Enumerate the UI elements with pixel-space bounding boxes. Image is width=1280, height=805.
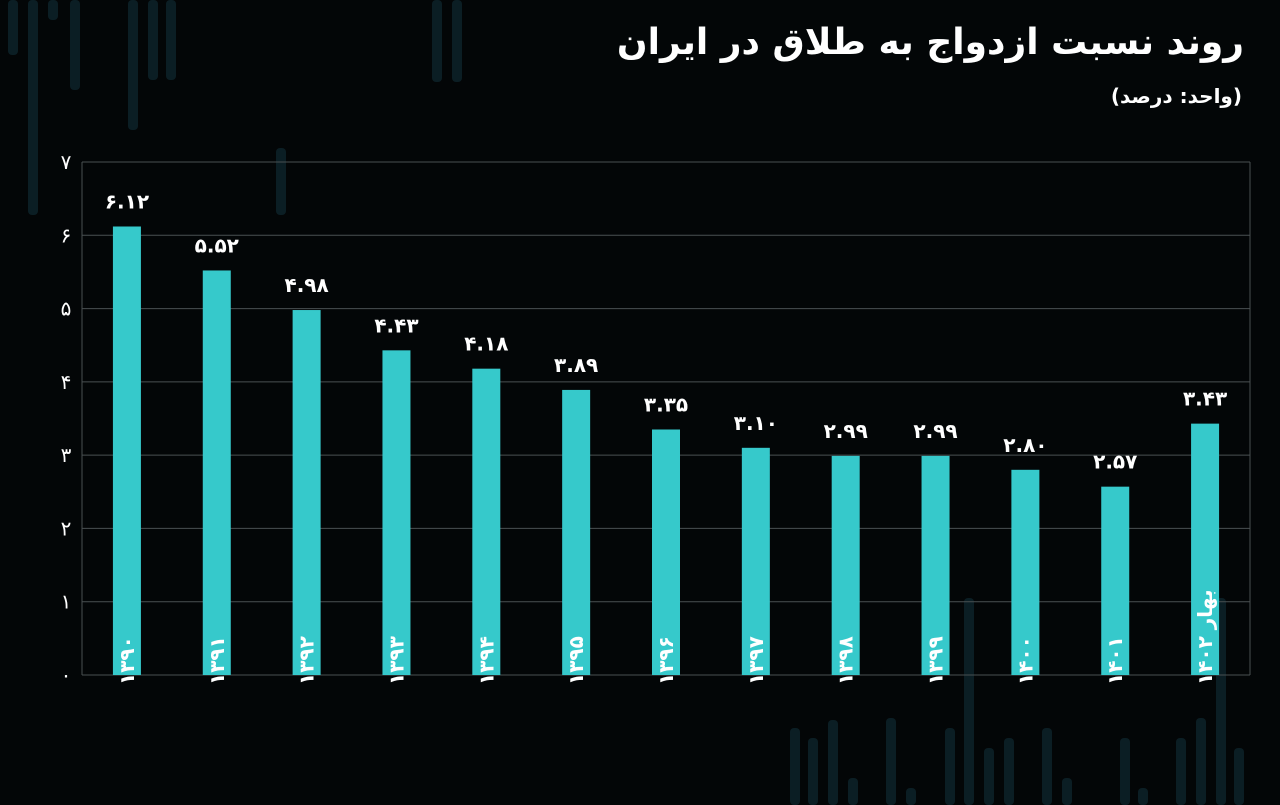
decor-bar xyxy=(984,748,994,805)
decor-bar xyxy=(790,728,800,805)
bar-value-label: ۳.۸۹ xyxy=(554,353,598,377)
y-tick-label: ۴ xyxy=(61,370,72,394)
bar xyxy=(1191,423,1220,675)
decor-bar xyxy=(1120,738,1130,805)
decor-bar xyxy=(1062,778,1072,805)
bar-value-label: ۵.۵۲ xyxy=(195,233,239,257)
decor-bar xyxy=(1196,718,1206,805)
bar-value-label: ۶.۱۲ xyxy=(105,189,149,213)
x-tick-label: ۱۳۹۰ xyxy=(115,636,139,685)
y-tick-label: ۲ xyxy=(61,516,72,540)
decor-bar xyxy=(886,718,896,805)
decor-bar xyxy=(148,0,158,80)
y-tick-label: ۵ xyxy=(61,297,72,321)
x-tick-label: ۱۳۹۴ xyxy=(474,636,498,685)
x-tick-label: ۱۳۹۹ xyxy=(924,636,948,685)
decor-bar xyxy=(432,0,442,82)
decor-bar xyxy=(945,728,955,805)
x-tick-label: ۱۳۹۷ xyxy=(744,636,768,685)
decor-bar xyxy=(276,148,286,215)
y-tick-label: ۳ xyxy=(61,443,72,467)
bar xyxy=(652,429,680,675)
y-tick-label: ۰ xyxy=(61,663,72,687)
x-tick-label: ۱۳۹۸ xyxy=(834,636,858,685)
x-tick-label: ۱۳۹۶ xyxy=(654,636,678,685)
bar xyxy=(472,368,501,675)
decor-bar xyxy=(48,0,58,20)
bar-value-label: ۳.۳۵ xyxy=(644,392,688,416)
decor-bar xyxy=(964,598,974,805)
x-tick-label: ۱۴۰۰ xyxy=(1013,636,1037,685)
chart-title: روند نسبت ازدواج به طلاق در ایران xyxy=(616,22,1244,63)
decor-bar xyxy=(808,738,818,805)
bar-value-label: ۲.۹۹ xyxy=(913,419,957,443)
decor-bar xyxy=(128,0,138,130)
bar xyxy=(292,310,321,675)
decor-bar xyxy=(828,720,838,805)
bar-value-label: ۴.۴۳ xyxy=(374,313,418,337)
bar xyxy=(741,447,770,675)
decor-bar xyxy=(1234,748,1244,805)
decor-bar xyxy=(1004,738,1014,805)
y-tick-label: ۷ xyxy=(61,150,72,174)
bar xyxy=(382,350,411,675)
x-tick-label: ۱۳۹۳ xyxy=(384,636,408,685)
bar xyxy=(562,389,591,675)
x-tick-label: ۱۳۹۵ xyxy=(564,636,588,685)
bar xyxy=(921,455,950,675)
bar-value-label: ۲.۵۷ xyxy=(1093,450,1137,474)
decor-bar xyxy=(1176,738,1186,805)
bar-value-label: ۲.۹۹ xyxy=(824,419,868,443)
decor-bar xyxy=(8,0,18,55)
bar xyxy=(1101,486,1130,675)
x-tick-label: ۱۳۹۲ xyxy=(295,636,319,685)
decor-bar xyxy=(1042,728,1052,805)
decor-bar xyxy=(1138,788,1148,805)
y-tick-label: ۶ xyxy=(61,223,72,247)
x-tick-label: ۱۳۹۱ xyxy=(205,636,229,685)
decor-bar xyxy=(906,788,916,805)
bar xyxy=(112,226,141,675)
decor-bar xyxy=(28,0,38,215)
decor-bar xyxy=(452,0,462,82)
bar xyxy=(1011,469,1040,675)
bar xyxy=(831,455,860,675)
x-tick-label: ۱۴۰۱ xyxy=(1103,636,1127,685)
y-tick-label: ۱ xyxy=(61,590,72,614)
chart-subtitle: (واحد: درصد) xyxy=(1110,84,1242,108)
decor-bar xyxy=(848,778,858,805)
bar-value-label: ۴.۱۸ xyxy=(464,332,508,356)
decor-bar xyxy=(70,0,80,90)
bar-value-label: ۴.۹۸ xyxy=(285,273,329,297)
bar-value-label: ۳.۴۳ xyxy=(1183,387,1227,411)
bar-value-label: ۳.۱۰ xyxy=(734,411,778,435)
bar xyxy=(202,270,231,675)
x-tick-label: بهار ۱۴۰۲ xyxy=(1193,589,1217,685)
bar-value-label: ۲.۸۰ xyxy=(1003,433,1047,457)
decor-bar xyxy=(166,0,176,80)
